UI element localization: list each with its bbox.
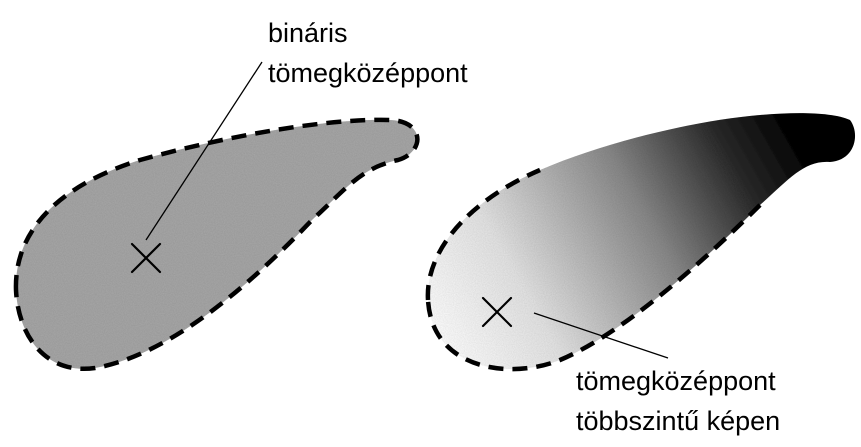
graylevel-label-line-1: tömegközéppont (576, 366, 776, 396)
graylevel-shape-outline-bottom (425, 203, 762, 372)
binary-shape (13, 117, 420, 372)
binary-shape-fill (15, 119, 418, 369)
graylevel-shape (425, 113, 856, 372)
binary-label-line-2: tömegközéppont (268, 58, 468, 88)
graylevel-label-line-2: többszintű képen (576, 406, 780, 436)
graylevel-leader-line (533, 312, 669, 359)
binary-label-line-1: bináris (268, 18, 348, 48)
binary-centroid-cross-icon (130, 242, 162, 274)
binary-shape-outline (13, 117, 420, 372)
binary-leader-line (145, 61, 263, 241)
graylevel-shape-fill (427, 113, 856, 370)
graylevel-centroid-cross-icon (481, 296, 513, 328)
graylevel-shape-outline (425, 167, 541, 301)
